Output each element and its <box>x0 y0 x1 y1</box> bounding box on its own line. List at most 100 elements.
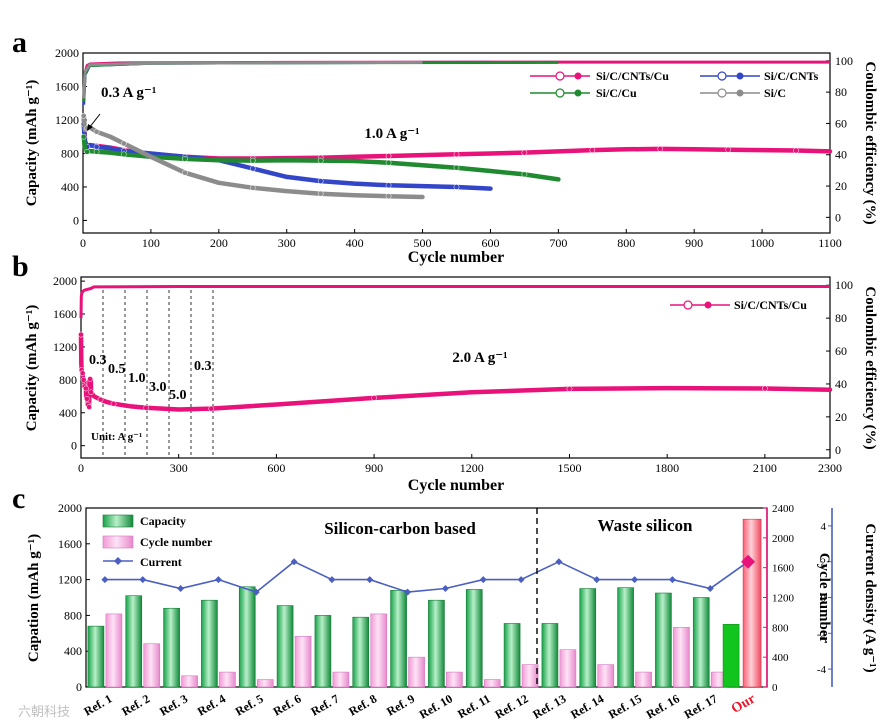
y-tick-label: 2000 <box>58 501 82 515</box>
capacity-point-si-c-cnts <box>453 184 460 190</box>
bar-capacity <box>465 589 483 688</box>
bar-capacity <box>201 599 218 688</box>
bar-cycle-number <box>673 627 690 688</box>
bar-cycle-number <box>483 679 501 688</box>
y-tick-label: 400 <box>59 406 77 420</box>
current-marker <box>214 576 222 584</box>
capacity-point-si-c <box>120 140 127 147</box>
x-tick-label: 500 <box>414 236 432 250</box>
y2-tick-label: 1600 <box>772 563 795 575</box>
legend-marker-current <box>114 557 122 565</box>
y2-tick-label: 20 <box>835 410 847 424</box>
category-label: Ref. 9 <box>384 691 417 718</box>
y3-tick-label: -4 <box>817 664 827 676</box>
capacity-point-si-c-cu <box>521 171 528 178</box>
capacity-point-si-c-cnts <box>93 143 100 150</box>
panel-c-y3-axis-label: Current density (A g⁻¹) <box>862 523 878 672</box>
panel-c-bars <box>87 518 762 688</box>
category-label: Ref. 16 <box>644 691 682 721</box>
bar-capacity <box>87 625 105 688</box>
ce-line-si-c-cnts-cu <box>79 285 830 319</box>
bar-capacity <box>579 588 597 688</box>
capacity-point-si-c-cnts-cu <box>78 331 84 338</box>
y-tick-label: 800 <box>61 146 79 160</box>
bar-capacity <box>163 607 180 688</box>
panel-a-plot-frame <box>82 52 831 234</box>
panel-c-y3-ticks: -4 -2 0 2 4 <box>817 508 833 687</box>
current-marker <box>517 576 525 584</box>
x-tick-label: 900 <box>685 236 703 250</box>
x-tick-label: 300 <box>170 461 188 475</box>
y3-tick-label: -2 <box>817 628 826 640</box>
panel-a-rate-arrow <box>88 113 101 129</box>
y2-tick-label: 40 <box>835 377 847 391</box>
y2-tick-label: 800 <box>772 622 789 634</box>
x-tick-label: 200 <box>210 236 228 250</box>
legend-label-cycle-number: Cycle number <box>140 535 213 549</box>
x-tick-label: 1000 <box>750 236 774 250</box>
capacity-point-si-c <box>182 169 188 176</box>
capacity-point-si-c-cu <box>385 159 392 166</box>
y2-tick-label: 60 <box>835 344 847 358</box>
capacity-point-si-c-cu <box>84 148 90 155</box>
capacity-point-si-c-cu <box>317 157 324 164</box>
panel-b-y2-ticks: 0 20 40 60 80 100 <box>826 278 853 457</box>
capacity-point-si-c-cu <box>120 151 127 158</box>
category-label: Ref. 17 <box>682 691 720 721</box>
capacity-point-si-c-cnts-cu <box>385 153 392 159</box>
panel-b-rate-annotation-2.0: 2.0 A g⁻¹ <box>452 350 507 366</box>
bar-cycle-number <box>256 679 274 688</box>
current-marker <box>328 576 336 584</box>
legend-label-si-c: Si/C <box>764 86 786 100</box>
capacity-point-si-c-cnts-cu <box>657 146 664 152</box>
current-marker <box>404 588 412 596</box>
panel-b-y-axis-label: Capacity (mAh g⁻¹) <box>24 305 40 432</box>
x-tick-label: 600 <box>481 236 499 250</box>
bar-cycle-number <box>143 643 161 688</box>
x-tick-label: 900 <box>365 461 383 475</box>
panel-c-y2-axis-label: Cycle number <box>816 553 832 644</box>
category-label: Ref. 8 <box>346 691 379 718</box>
capacity-point-si-c-cnts-cu <box>110 400 117 407</box>
panel-b: b 0 300 600 900 1200 1500 1800 2100 2300 0400800… <box>12 250 878 494</box>
y2-tick-label: 400 <box>772 652 789 664</box>
bar-cycle-number <box>181 675 198 688</box>
category-label: Ref. 11 <box>455 691 493 721</box>
y2-tick-label: 60 <box>835 116 847 130</box>
current-marker <box>441 585 449 593</box>
capacity-point-si-c-cnts-cu <box>521 149 528 156</box>
legend-item-si-c-cu: Si/C/Cu <box>530 86 637 100</box>
bar-capacity <box>238 586 256 688</box>
capacity-point-si-c-cnts-cu <box>97 396 104 403</box>
current-marker <box>101 576 109 584</box>
capacity-point-si-c <box>249 184 256 191</box>
capacity-point-si-c-cu <box>453 164 460 171</box>
capacity-point-si-c-cnts-cu <box>143 404 149 411</box>
bar-capacity <box>541 623 559 688</box>
legend-swatch-cycle-number <box>102 535 134 549</box>
x-tick-label: 0 <box>80 236 86 250</box>
bar-capacity <box>428 599 445 688</box>
capacity-point-si-c-cnts-cu <box>725 146 731 153</box>
bar-cycle-number <box>559 649 577 688</box>
x-tick-label: 1100 <box>818 236 842 250</box>
category-label: Ref. 14 <box>568 691 606 721</box>
capacity-point-si-c-cnts <box>317 178 324 184</box>
y-tick-label: 1200 <box>55 113 79 127</box>
panel-a-y-ticks: 0 400 800 1200 1600 2000 <box>55 46 87 227</box>
capacity-point-si-c-cnts-cu <box>793 147 799 154</box>
capacity-point-si-c-cu <box>249 157 256 164</box>
bar-cycle-number <box>219 671 236 688</box>
y-tick-label: 1600 <box>58 537 82 551</box>
capacity-point-si-c-cu <box>182 156 188 162</box>
capacity-point-si-c-cnts-cu <box>83 385 89 392</box>
y2-tick-label: 20 <box>835 179 847 193</box>
capacity-point-si-c-cu <box>93 148 100 155</box>
bar-capacity <box>390 590 407 688</box>
bar-cycle-number <box>408 656 425 688</box>
current-marker <box>555 558 563 566</box>
panel-a-legend: Si/C/CNTs/Cu Si/C/CNTs Si/C/Cu Si/C <box>530 69 819 100</box>
category-label: Ref. 2 <box>119 691 152 718</box>
bar-cycle-number <box>597 664 615 688</box>
panel-c-y-axis-label: Capation (mAh g⁻¹) <box>26 534 42 662</box>
